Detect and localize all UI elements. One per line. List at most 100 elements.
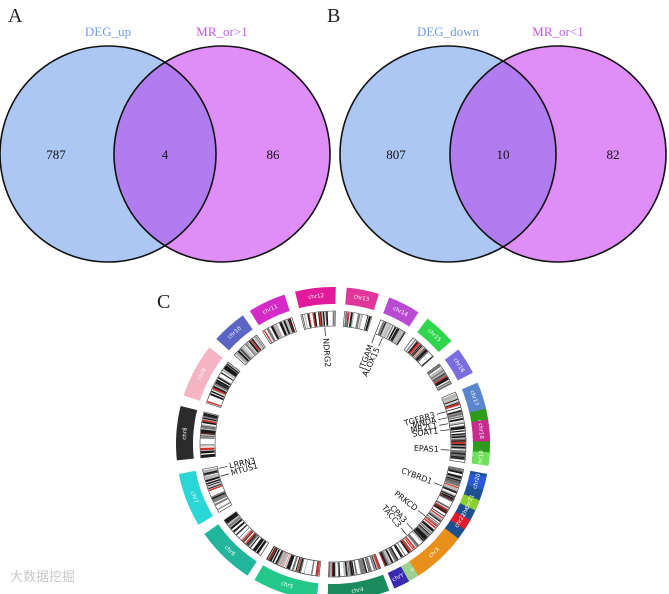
karyotype-band	[404, 538, 414, 550]
karyotype-band	[415, 349, 427, 361]
karyotype-band	[226, 363, 239, 374]
karyotype-band	[202, 417, 217, 422]
karyotype-band	[224, 511, 237, 522]
karyotype-band	[230, 518, 243, 530]
karyotype-band	[233, 521, 245, 533]
karyotype-band	[200, 436, 215, 440]
karyotype-band	[239, 349, 251, 360]
karyotype-band	[207, 400, 221, 407]
karyotype-band	[217, 501, 231, 510]
karyotype-band	[418, 525, 430, 537]
karyotype-band	[209, 393, 224, 401]
karyotype-band	[245, 342, 257, 355]
chromosome-block-chr8	[175, 406, 198, 461]
karyotype-band	[347, 561, 350, 576]
karyotype-band	[213, 385, 227, 394]
karyotype-band	[434, 375, 448, 385]
karyotype-band	[422, 520, 435, 532]
karyotype-band	[431, 370, 444, 379]
karyotype-band	[386, 325, 394, 339]
karyotype-band	[367, 317, 372, 331]
chromosome-label-chr19: chr19	[478, 450, 486, 467]
karyotype-band	[291, 317, 297, 332]
karyotype-band	[443, 395, 457, 403]
karyotype-band	[413, 346, 424, 358]
karyotype-band	[377, 321, 385, 335]
karyotype-band	[437, 380, 451, 389]
karyotype-band	[414, 528, 426, 540]
karyotype-band	[200, 444, 215, 445]
karyotype-band	[427, 364, 440, 375]
karyotype-band	[428, 512, 442, 523]
chromosome-label-chr4: chr4	[351, 587, 365, 594]
karyotype-band	[208, 483, 222, 490]
karyotype-band	[446, 406, 461, 412]
karyotype-band	[420, 523, 432, 534]
karyotype-band	[433, 373, 447, 383]
gene-connector	[439, 423, 449, 426]
karyotype-band	[450, 430, 465, 433]
karyotype-band	[216, 379, 230, 388]
karyotype-band	[439, 494, 454, 502]
karyotype-band	[204, 473, 219, 478]
karyotype-band	[342, 561, 347, 577]
karyotype-band	[304, 314, 308, 329]
chromosome-block-chr14	[383, 297, 419, 327]
karyotype-band	[373, 554, 381, 569]
karyotype-band	[276, 551, 284, 565]
karyotype-band	[363, 316, 369, 330]
karyotype-band	[200, 436, 215, 438]
karyotype-band	[263, 330, 273, 343]
karyotype-band	[400, 540, 410, 554]
karyotype-band	[392, 329, 401, 343]
karyotype-band	[253, 336, 264, 350]
chromosome-block-chr2	[437, 470, 488, 550]
gene-connector	[440, 429, 450, 432]
karyotype-band	[332, 562, 336, 577]
chromosome-block-chr21	[459, 494, 480, 511]
karyotype-band	[212, 493, 227, 502]
karyotype-band	[383, 323, 392, 338]
karyotype-band	[429, 367, 443, 378]
karyotype-band	[203, 414, 218, 419]
karyotype-band	[220, 372, 234, 381]
karyotype-band	[241, 346, 253, 359]
karyotype-band	[301, 315, 306, 329]
karyotype-band	[349, 312, 353, 327]
karyotype-band	[222, 369, 236, 379]
chromosome-label-chr13: chr13	[353, 294, 370, 303]
karyotype-band	[445, 402, 460, 410]
karyotype-band	[227, 516, 240, 526]
karyotype-band	[447, 472, 462, 479]
karyotype-band	[429, 510, 443, 521]
venn-a-right-label: MR_or>1	[196, 24, 247, 39]
karyotype-band	[214, 383, 228, 391]
chromosome-label-chr20: chr20	[472, 472, 482, 489]
karyotype-band	[344, 312, 348, 327]
karyotype-ring	[199, 310, 467, 578]
karyotype-band	[213, 384, 228, 392]
karyotype-band	[321, 311, 324, 326]
karyotype-band	[390, 327, 399, 341]
karyotype-band	[245, 343, 256, 356]
karyotype-band	[364, 557, 370, 572]
karyotype-band	[235, 353, 247, 364]
karyotype-band	[337, 562, 340, 577]
karyotype-band	[248, 534, 259, 547]
chromosome-label-chr12: chr12	[308, 293, 324, 301]
karyotype-band	[371, 555, 379, 570]
karyotype-band	[396, 332, 406, 345]
karyotype-band	[310, 560, 315, 575]
karyotype-band	[442, 486, 457, 494]
karyotype-band	[413, 529, 425, 542]
gene-connector	[436, 411, 446, 415]
karyotype-band	[289, 318, 295, 333]
karyotype-band	[291, 556, 298, 571]
karyotype-band	[201, 423, 216, 428]
venn-b-left-label: DEG_down	[417, 24, 480, 39]
karyotype-band	[353, 560, 358, 575]
karyotype-band	[326, 311, 329, 326]
karyotype-band	[443, 483, 458, 491]
chromosome-block-chr9	[183, 347, 223, 401]
karyotype-band	[444, 482, 459, 489]
